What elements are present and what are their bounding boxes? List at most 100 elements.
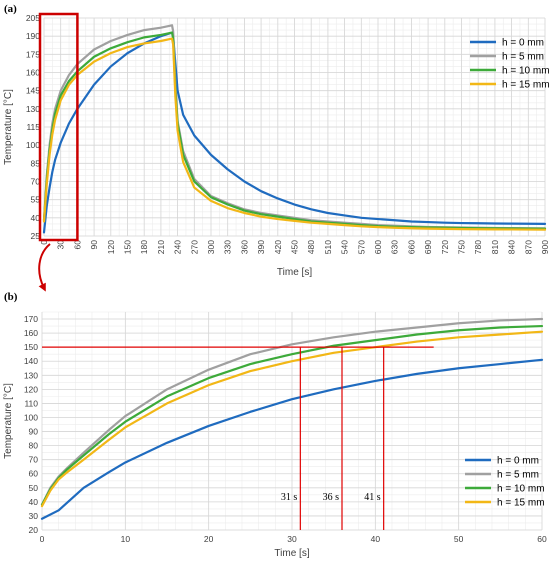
y-tick-label: 25 [31,231,41,241]
y-tick-label: 85 [31,158,41,168]
legend-label-1: h = 0 mm [497,456,539,467]
y-tick-label: 50 [29,483,39,493]
panel-b-x-axis-title: Time [s] [274,548,309,559]
y-tick-label: 80 [29,441,39,451]
panel-a-x-ticks: 0 30 60 90 120 150 180 210 240 270 300 330 360 390 420… [39,240,550,254]
x-tick-label: 720 [440,240,450,254]
y-tick-label: 100 [26,140,40,150]
y-tick-label: 40 [29,497,39,507]
y-tick-label: 130 [26,104,40,114]
y-tick-label: 175 [26,49,40,59]
x-tick-label: 450 [290,240,300,254]
x-tick-label: 600 [373,240,383,254]
panel-b-y-axis-title: Temperature [°C] [3,383,14,459]
x-tick-label: 570 [356,240,366,254]
y-tick-label: 160 [26,68,40,78]
panel-a-y-ticks: 25 40 55 70 85 100 115 130 145 160 175 190 205 [26,13,40,241]
x-tick-label: 540 [340,240,350,254]
panel-a-legend: h = 0 mm h = 5 mm h = 10 mm h = 15 mm [470,38,550,91]
series-line-3 [40,324,544,506]
x-tick-label: 30 [287,534,297,544]
x-tick-label: 840 [507,240,517,254]
x-tick-label: 120 [106,240,116,254]
y-tick-label: 110 [24,398,38,408]
x-tick-label: 480 [306,240,316,254]
x-tick-label: 30 [56,240,66,250]
x-tick-label: 90 [89,240,99,250]
x-tick-label: 150 [123,240,133,254]
x-tick-label: 630 [390,240,400,254]
y-tick-label: 170 [24,314,38,324]
panel-a-series [42,24,547,234]
series-line-1 [42,31,547,234]
legend-label-4: h = 15 mm [502,80,550,91]
x-tick-label: 870 [523,240,533,254]
x-tick-label: 40 [371,534,381,544]
y-tick-label: 40 [31,213,41,223]
panel-b-series [40,317,544,520]
y-tick-label: 130 [24,370,38,380]
y-tick-label: 100 [24,412,38,422]
series-line-1 [40,358,544,520]
x-tick-label: 390 [256,240,266,254]
y-tick-label: 90 [29,427,39,437]
x-tick-label: 900 [540,240,550,254]
y-tick-label: 140 [24,356,38,366]
legend-label-4: h = 15 mm [497,498,545,509]
y-tick-label: 190 [26,31,40,41]
x-tick-label: 210 [156,240,166,254]
zoom-arrow [38,243,51,292]
legend-label-3: h = 10 mm [502,66,550,77]
x-tick-label: 690 [423,240,433,254]
panel-a-grid [43,17,546,237]
time-marker-label-3: 41 s [364,492,381,503]
x-tick-label: 60 [537,534,547,544]
y-tick-label: 55 [31,195,41,205]
x-tick-label: 10 [121,534,131,544]
y-tick-label: 205 [26,13,40,23]
x-tick-label: 180 [139,240,149,254]
y-tick-label: 150 [24,342,38,352]
x-tick-label: 300 [206,240,216,254]
x-tick-label: 660 [406,240,416,254]
y-tick-label: 70 [29,455,39,465]
panel-b-y-ticks: 20 30 40 50 60 70 80 90 100 110 120 130 140 150 160 170 [24,314,38,535]
series-line-4 [42,37,547,231]
panel-b-grid [41,311,543,531]
panel-a-label: (a) [4,3,17,15]
y-tick-label: 115 [26,122,40,132]
y-tick-label: 60 [29,469,39,479]
x-tick-label: 0 [40,534,45,544]
chart-panel-a: (a) 25 40 55 70 85 100 115 130 145 160 175 190 205 0… [3,3,550,278]
y-tick-label: 20 [29,525,39,535]
panel-b-threshold-guides: 31 s 36 s 41 s [42,346,434,530]
x-tick-label: 780 [473,240,483,254]
legend-label-1: h = 0 mm [502,38,544,49]
x-tick-label: 360 [239,240,249,254]
x-tick-label: 420 [273,240,283,254]
y-tick-label: 145 [26,86,40,96]
x-tick-label: 510 [323,240,333,254]
x-tick-label: 20 [204,534,214,544]
time-marker-label-2: 36 s [323,492,340,503]
panel-a-x-axis-title: Time [s] [277,267,312,278]
y-tick-label: 160 [24,328,38,338]
x-tick-label: 750 [457,240,467,254]
x-tick-label: 0 [39,240,49,245]
panel-b-x-ticks: 0 10 20 30 40 50 60 [40,534,547,544]
legend-label-2: h = 5 mm [502,52,544,63]
x-tick-label: 50 [454,534,464,544]
panel-a-y-axis-title: Temperature [°C] [3,89,14,165]
x-tick-label: 270 [189,240,199,254]
panel-b-legend: h = 0 mm h = 5 mm h = 10 mm h = 15 mm [465,456,545,509]
series-line-4 [40,330,544,508]
y-tick-label: 120 [24,384,38,394]
panel-b-label: (b) [4,291,18,303]
chart-panel-b: (b) 203040506070809010011012013014015016… [3,291,547,559]
y-tick-label: 30 [29,511,39,521]
x-tick-label: 330 [223,240,233,254]
legend-label-3: h = 10 mm [497,484,545,495]
x-tick-label: 240 [173,240,183,254]
y-tick-label: 70 [31,177,41,187]
